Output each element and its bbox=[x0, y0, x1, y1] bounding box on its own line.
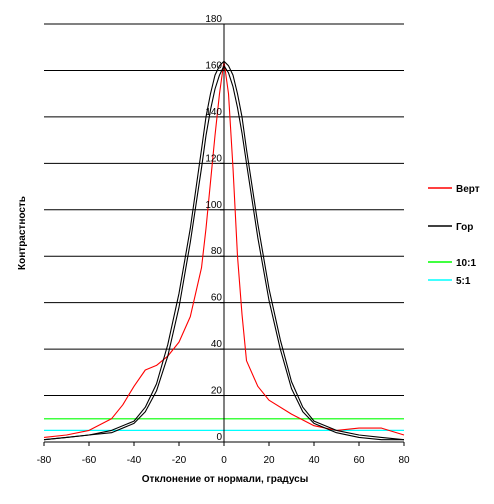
chart-legend: Верт Гор 10:1 5:1 bbox=[428, 184, 480, 287]
series-line-0 bbox=[43, 60, 405, 438]
x-tick-label--80: -80 bbox=[37, 455, 52, 466]
x-tick-label-20: 20 bbox=[263, 455, 275, 466]
x-tick-label-80: 80 bbox=[398, 455, 410, 466]
y-tick-label-0: 0 bbox=[216, 432, 222, 443]
x-tick-label-0: 0 bbox=[221, 455, 227, 466]
x-tick-label--40: -40 bbox=[127, 455, 142, 466]
x-axis-label: Отклонение от нормали, градусы bbox=[142, 474, 309, 485]
y-tick-label-120: 120 bbox=[205, 153, 222, 164]
legend-label-0: Верт bbox=[456, 184, 480, 195]
chart-axes bbox=[43, 23, 405, 446]
x-tick-label--60: -60 bbox=[82, 455, 97, 466]
legend-label-3: 5:1 bbox=[456, 276, 471, 287]
x-tick-label-40: 40 bbox=[308, 455, 320, 466]
y-tick-label-40: 40 bbox=[211, 339, 223, 350]
y-tick-label-100: 100 bbox=[205, 200, 222, 211]
chart-tick-labels: 0 20 40 60 80 100 120 140 160 180 -80 -60 -40 -20 0 20 4… bbox=[37, 14, 410, 466]
x-tick-label--20: -20 bbox=[172, 455, 187, 466]
y-tick-label-60: 60 bbox=[211, 293, 223, 304]
x-tick-label-60: 60 bbox=[353, 455, 365, 466]
y-tick-label-20: 20 bbox=[211, 386, 223, 397]
y-tick-label-80: 80 bbox=[211, 246, 223, 257]
y-axis-label: Контрастность bbox=[17, 196, 28, 270]
y-tick-label-160: 160 bbox=[205, 60, 222, 71]
y-tick-label-140: 140 bbox=[205, 107, 222, 118]
y-tick-label-180: 180 bbox=[205, 14, 222, 25]
legend-label-1: Гор bbox=[456, 222, 473, 233]
legend-label-2: 10:1 bbox=[456, 258, 476, 269]
